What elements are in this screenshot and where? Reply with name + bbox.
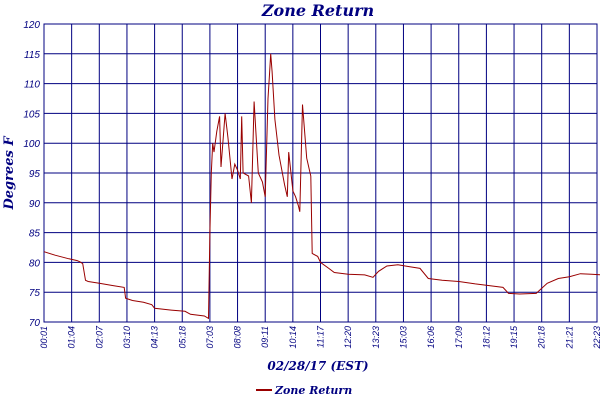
y-tick-label: 75	[29, 288, 41, 299]
x-tick-label: 04:13	[150, 326, 160, 349]
plot-area-border	[43, 23, 598, 323]
x-tick-label: 22:23	[592, 326, 600, 350]
x-tick-label: 11:17	[316, 325, 326, 348]
x-tick-label: 17:09	[454, 326, 464, 349]
x-tick-label: 13:23	[371, 326, 381, 349]
y-axis-ticks: 70 75 80 85 90 95 100 105 110 115 120	[23, 20, 40, 329]
legend-entry: Zone Return	[274, 384, 352, 397]
x-tick-label: 00:01	[39, 326, 49, 349]
y-tick-label: 120	[23, 20, 40, 31]
x-tick-label: 19:15	[509, 325, 519, 349]
x-tick-label: 01:04	[67, 326, 77, 349]
x-tick-label: 21:21	[564, 326, 574, 350]
y-tick-label: 105	[23, 109, 40, 120]
y-tick-label: 95	[29, 169, 41, 180]
chart-title: Zone Return	[261, 1, 374, 20]
x-axis-label: 02/28/17 (EST)	[267, 359, 368, 373]
x-tick-label: 07:03	[205, 326, 215, 349]
x-tick-label: 09:11	[260, 326, 270, 348]
grid-lines	[44, 24, 597, 322]
x-tick-label: 16:06	[426, 326, 436, 349]
x-tick-label: 18:12	[481, 326, 491, 349]
x-tick-label: 12:20	[343, 326, 353, 349]
y-tick-label: 90	[29, 199, 41, 210]
x-tick-label: 05:18	[177, 326, 187, 349]
y-tick-label: 115	[24, 50, 40, 61]
x-axis-ticks: 00:01 01:04 02:07 03:10 04:13 05:18 07:03 08:08…	[39, 325, 600, 350]
x-tick-label: 20:18	[537, 326, 547, 350]
y-tick-label: 110	[24, 80, 40, 91]
x-tick-label: 03:10	[122, 326, 132, 349]
series-line-zone-return	[43, 53, 600, 320]
x-tick-label: 08:08	[233, 326, 243, 349]
x-tick-label: 10:14	[288, 326, 298, 349]
x-tick-label: 02:07	[94, 325, 104, 349]
y-axis-label: Degrees F	[2, 136, 17, 211]
y-tick-label: 100	[23, 139, 40, 150]
y-tick-label: 70	[29, 318, 41, 329]
y-tick-label: 85	[29, 229, 41, 240]
y-tick-label: 80	[29, 258, 41, 269]
x-tick-label: 15:03	[398, 326, 408, 349]
